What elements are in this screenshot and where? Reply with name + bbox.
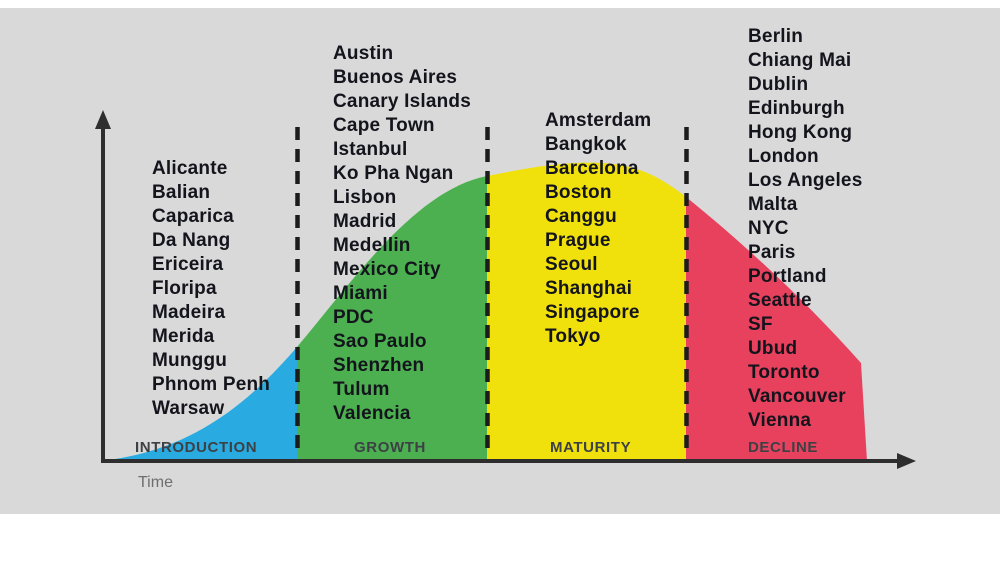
- y-axis-arrowhead: [95, 110, 111, 129]
- city-item: Warsaw: [152, 398, 225, 419]
- city-item: Miami: [333, 283, 388, 304]
- city-item: Munggu: [152, 350, 228, 371]
- city-item: Barcelona: [545, 158, 639, 179]
- phase-cities-decline: Berlin Chiang Mai Dublin Edinburgh Hong Kong…: [748, 25, 862, 433]
- city-item: Tulum: [333, 379, 390, 400]
- city-item: Paris: [748, 242, 796, 263]
- city-item: Austin: [333, 43, 394, 64]
- city-item: Berlin: [748, 26, 804, 47]
- city-item: Vienna: [748, 410, 812, 431]
- city-item: Buenos Aires: [333, 67, 458, 88]
- curve-region-decline: [686, 197, 867, 461]
- city-item: Ericeira: [152, 254, 224, 275]
- phase-divider-lines: [295, 127, 689, 457]
- phase-cities-introduction: Alicante Balian Caparica Da Nang Ericeira Flo…: [152, 157, 270, 421]
- city-item: Malta: [748, 194, 798, 215]
- city-item: Vancouver: [748, 386, 846, 407]
- city-item: Ubud: [748, 338, 798, 359]
- phase-cities-maturity: Amsterdam Bangkok Barcelona Boston Canggu Pra…: [545, 109, 651, 349]
- curve-region-introduction: [100, 347, 297, 461]
- city-item: SF: [748, 314, 773, 335]
- curve-region-growth: [297, 176, 487, 461]
- city-item: Prague: [545, 230, 611, 251]
- city-item: Canggu: [545, 206, 617, 227]
- city-item: Caparica: [152, 206, 234, 227]
- phase-label-growth: GROWTH: [354, 439, 426, 456]
- phase-label-maturity: MATURITY: [550, 439, 632, 456]
- city-item: Edinburgh: [748, 98, 845, 119]
- city-item: Istanbul: [333, 139, 408, 160]
- phase-label-introduction: INTRODUCTION: [135, 439, 258, 456]
- city-item: Boston: [545, 182, 612, 203]
- city-item: Da Nang: [152, 230, 231, 251]
- city-item: Lisbon: [333, 187, 397, 208]
- curve-regions: [100, 162, 867, 461]
- city-item: Bangkok: [545, 134, 627, 155]
- city-item: Sao Paulo: [333, 331, 427, 352]
- city-item: Madeira: [152, 302, 226, 323]
- city-item: Valencia: [333, 403, 411, 424]
- city-item: Chiang Mai: [748, 50, 852, 71]
- phase-label-decline: DECLINE: [748, 439, 819, 456]
- city-item: London: [748, 146, 819, 167]
- city-item: Shanghai: [545, 278, 633, 299]
- curve-region-maturity: [487, 162, 686, 461]
- city-item: Los Angeles: [748, 170, 863, 191]
- phase-cities-growth: Austin Buenos Aires Canary Islands Cape Tow…: [333, 42, 471, 426]
- city-item: Madrid: [333, 211, 397, 232]
- city-item: Cape Town: [333, 115, 435, 136]
- city-item: Portland: [748, 266, 827, 287]
- city-item: Hong Kong: [748, 122, 853, 143]
- axes: [95, 110, 916, 469]
- city-item: Mexico City: [333, 259, 441, 280]
- x-axis-arrowhead: [897, 453, 916, 469]
- city-item: Phnom Penh: [152, 374, 271, 395]
- city-item: Canary Islands: [333, 91, 471, 112]
- city-item: NYC: [748, 218, 789, 239]
- city-item: Ko Pha Ngan: [333, 163, 454, 184]
- city-item: Shenzhen: [333, 355, 425, 376]
- city-item: Floripa: [152, 278, 217, 299]
- city-item: Merida: [152, 326, 215, 347]
- city-item: Seattle: [748, 290, 812, 311]
- city-item: Tokyo: [545, 326, 601, 347]
- city-item: Seoul: [545, 254, 598, 275]
- city-item: PDC: [333, 307, 374, 328]
- city-item: Dublin: [748, 74, 809, 95]
- city-item: Toronto: [748, 362, 820, 383]
- city-item: Singapore: [545, 302, 640, 323]
- city-item: Medellin: [333, 235, 411, 256]
- time-axis-label: Time: [138, 474, 173, 491]
- city-item: Amsterdam: [545, 110, 652, 131]
- city-item: Balian: [152, 182, 211, 203]
- city-item: Alicante: [152, 158, 228, 179]
